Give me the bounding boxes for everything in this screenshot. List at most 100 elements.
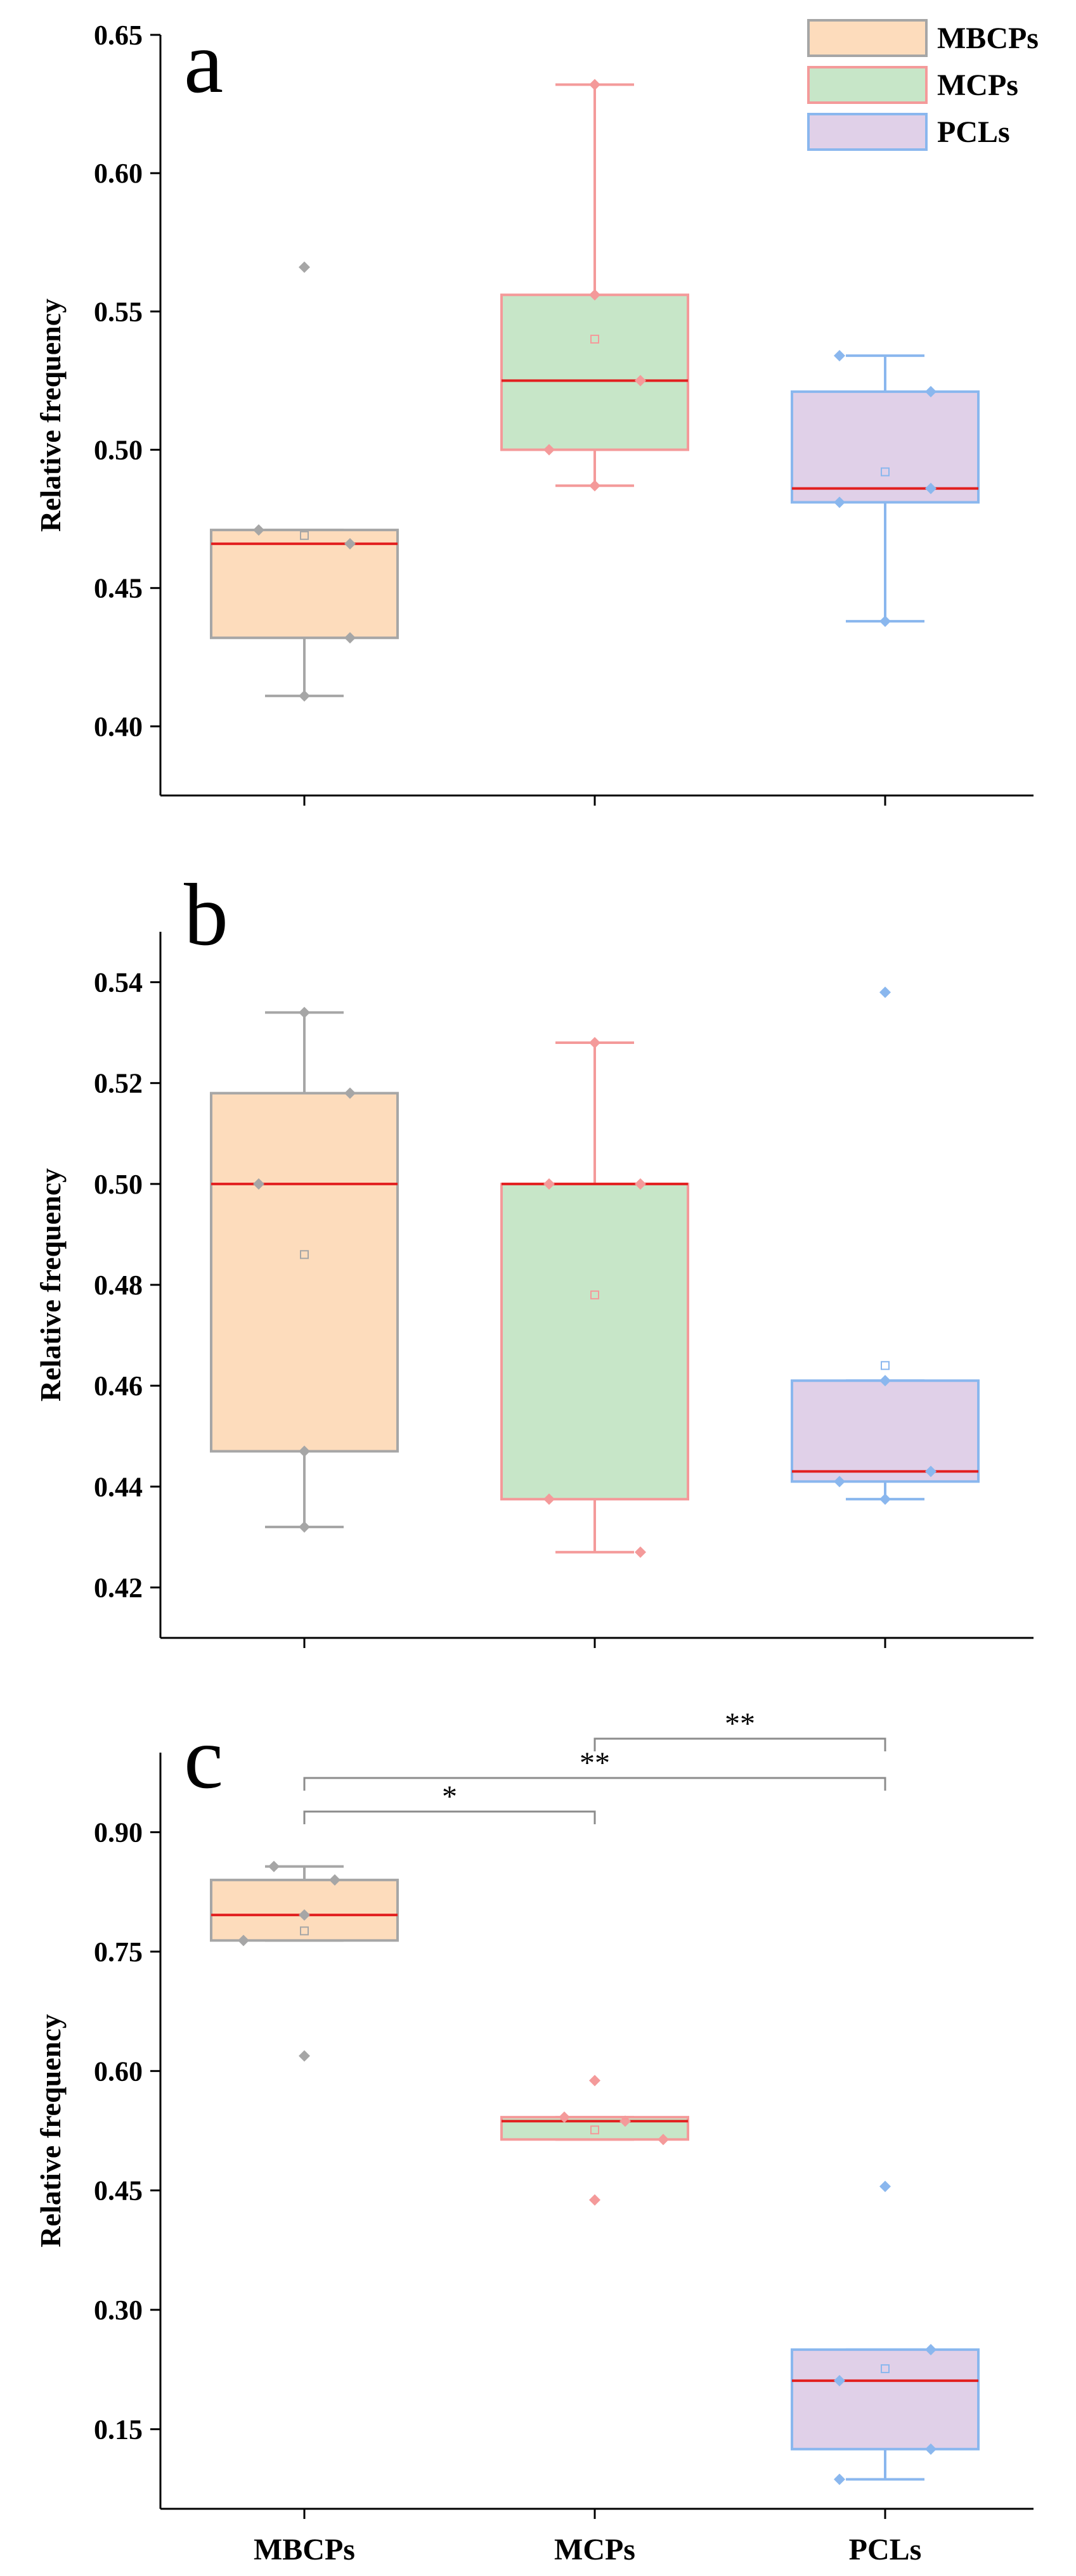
data-point bbox=[299, 1909, 310, 1921]
y-tick-label: 0.48 bbox=[94, 1270, 143, 1301]
box-mcps bbox=[500, 79, 689, 492]
data-point bbox=[635, 375, 646, 387]
significance-bracket: * bbox=[303, 1780, 596, 1824]
data-point bbox=[834, 496, 845, 508]
data-point bbox=[879, 1493, 891, 1505]
panels: 0.40 0.45 0.50 0.55 0.60 0.65 Relative frequen… bbox=[34, 13, 1034, 2566]
y-tick-label: 0.55 bbox=[94, 296, 143, 327]
data-point bbox=[268, 1860, 280, 1872]
y-tick-label: 0.42 bbox=[94, 1572, 143, 1603]
data-point bbox=[658, 2134, 669, 2146]
box-iqr bbox=[791, 390, 980, 504]
legend-swatch bbox=[807, 66, 928, 104]
data-point bbox=[619, 2115, 631, 2127]
legend-swatch bbox=[807, 113, 928, 151]
data-point bbox=[925, 482, 937, 494]
data-point bbox=[344, 1087, 356, 1099]
data-point bbox=[635, 1546, 646, 1558]
box-iqr bbox=[210, 529, 399, 640]
y-axis-label: Relative frequency bbox=[34, 1168, 67, 1401]
significance-label: ** bbox=[580, 1746, 610, 1780]
data-point bbox=[879, 986, 891, 998]
y-tick-label: 0.50 bbox=[94, 435, 143, 466]
data-point bbox=[253, 524, 264, 536]
box-iqr bbox=[500, 1182, 689, 1501]
panel-letter: a bbox=[184, 13, 223, 112]
data-point bbox=[879, 1375, 891, 1387]
y-tick-label: 0.65 bbox=[94, 20, 143, 51]
data-point bbox=[543, 444, 555, 456]
legend-label: MCPs bbox=[937, 68, 1018, 102]
legend-label: MBCPs bbox=[937, 22, 1039, 55]
y-axis-label: Relative frequency bbox=[34, 299, 67, 532]
legend-swatch bbox=[807, 19, 928, 57]
data-point bbox=[925, 385, 937, 397]
box-iqr bbox=[791, 2348, 980, 2450]
y-tick-label: 0.50 bbox=[94, 1169, 143, 1200]
data-point bbox=[834, 350, 845, 362]
box-pcls bbox=[791, 986, 980, 1505]
significance-bracket: ** bbox=[593, 1707, 886, 1751]
legend: MBCPs MCPs PCLs bbox=[807, 19, 1039, 151]
y-tick-label: 0.60 bbox=[94, 2056, 143, 2087]
panel-letter: c bbox=[184, 1709, 223, 1807]
mean-marker bbox=[590, 335, 599, 344]
y-tick-label: 0.44 bbox=[94, 1471, 143, 1502]
data-point bbox=[879, 615, 891, 628]
data-point bbox=[834, 1476, 845, 1488]
mean-marker bbox=[881, 2364, 890, 2373]
box-mbcps bbox=[210, 1860, 399, 2062]
box-mcps bbox=[500, 2075, 689, 2206]
data-point bbox=[543, 1178, 555, 1190]
data-point bbox=[344, 538, 356, 550]
mean-marker bbox=[881, 1361, 890, 1370]
box-mcps bbox=[500, 1037, 689, 1558]
data-point bbox=[925, 2343, 937, 2355]
legend-item-mbcps: MBCPs bbox=[807, 19, 1039, 57]
bracket-line bbox=[303, 1777, 886, 1791]
y-tick-label: 0.60 bbox=[94, 158, 143, 189]
data-point bbox=[925, 1465, 937, 1478]
data-point bbox=[299, 1521, 310, 1533]
panel-b: 0.42 0.44 0.46 0.48 0.50 0.52 0.54 Relative fre… bbox=[34, 866, 1034, 1648]
mean-marker bbox=[881, 467, 890, 477]
y-tick-label: 0.90 bbox=[94, 1817, 143, 1848]
panel-c: 0.15 0.30 0.45 0.60 0.75 0.90 Relative frequen… bbox=[34, 1707, 1034, 2566]
y-tick-label: 0.54 bbox=[94, 967, 143, 998]
box-iqr bbox=[500, 293, 689, 451]
box-mbcps bbox=[210, 1007, 399, 1533]
box-iqr bbox=[210, 1878, 399, 1942]
data-point bbox=[879, 2180, 891, 2193]
data-point bbox=[299, 261, 310, 273]
significance-label: * bbox=[442, 1780, 457, 1813]
y-tick-label: 0.45 bbox=[94, 2175, 143, 2206]
data-point bbox=[299, 2050, 310, 2062]
y-tick-label: 0.75 bbox=[94, 1936, 143, 1967]
box-iqr bbox=[210, 1092, 399, 1453]
mean-marker bbox=[300, 1250, 309, 1259]
data-point bbox=[589, 79, 600, 91]
x-category-label: MBCPs bbox=[254, 2533, 355, 2566]
data-point bbox=[559, 2111, 570, 2123]
box-mbcps bbox=[210, 261, 399, 702]
data-point bbox=[253, 1178, 264, 1190]
data-point bbox=[589, 289, 600, 301]
bracket-line bbox=[303, 1810, 596, 1824]
data-point bbox=[299, 1445, 310, 1457]
data-point bbox=[635, 1178, 646, 1190]
data-point bbox=[589, 2075, 600, 2087]
box-pcls bbox=[791, 2180, 980, 2485]
box-pcls bbox=[791, 350, 980, 628]
x-category-label: MCPs bbox=[554, 2533, 635, 2566]
data-point bbox=[834, 2374, 845, 2386]
legend-item-mcps: MCPs bbox=[807, 66, 1018, 104]
legend-item-pcls: PCLs bbox=[807, 113, 1010, 151]
y-tick-label: 0.52 bbox=[94, 1068, 143, 1099]
y-tick-label: 0.45 bbox=[94, 573, 143, 604]
significance-label: ** bbox=[725, 1707, 755, 1741]
x-category-label: PCLs bbox=[849, 2533, 922, 2566]
data-point bbox=[834, 2473, 845, 2485]
bracket-line bbox=[593, 1737, 886, 1751]
y-axis-label: Relative frequency bbox=[34, 2014, 67, 2247]
